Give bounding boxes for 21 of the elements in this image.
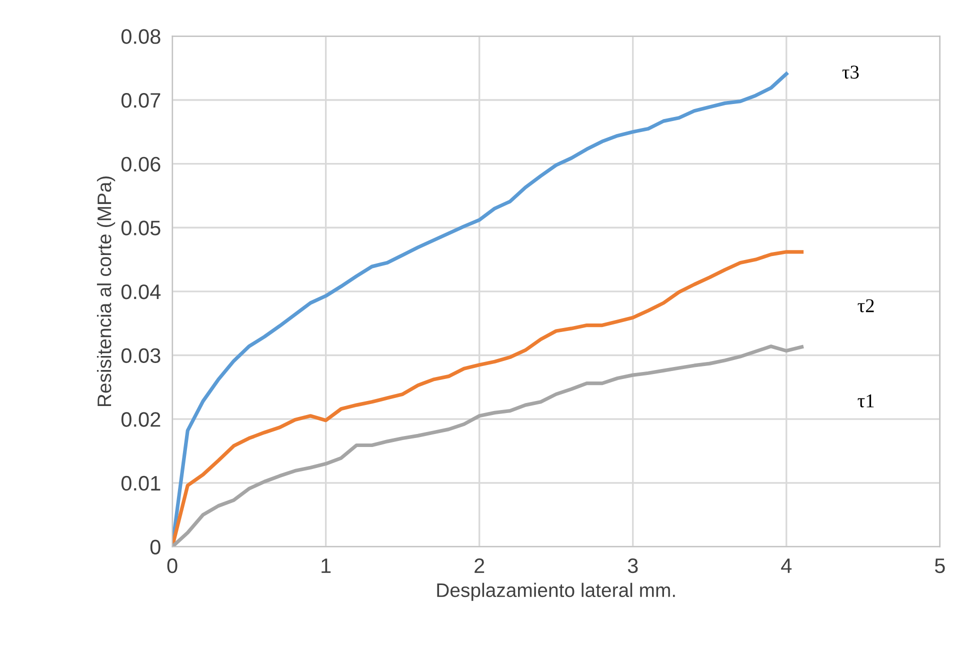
text: τ2 — [858, 299, 874, 312]
y-tick-label: 0.08 — [121, 29, 160, 44]
x-tick-label: 1 — [322, 558, 331, 573]
x-tick-label: 5 — [934, 558, 945, 574]
y-tick-label: 0.01 — [121, 476, 160, 491]
y-tick-label: 0.06 — [121, 156, 160, 172]
y-tick-label: 0.02 — [121, 412, 160, 427]
x-tick-label: 0 — [167, 558, 178, 574]
text: τ3 — [842, 66, 859, 79]
y-axis-title: Resisitencia al corte (MPa) — [96, 176, 116, 406]
x-tick-label: 3 — [628, 558, 638, 574]
y-tick-label: 0.05 — [121, 220, 160, 236]
text: τ1 — [858, 394, 874, 408]
x-tick-label: 2 — [474, 558, 484, 573]
y-tick-label: 0.07 — [121, 93, 160, 108]
x-tick-label: 4 — [781, 558, 792, 573]
x-axis-title: Desplazamiento lateral mm. — [437, 582, 675, 601]
y-tick-label: 0 — [150, 540, 160, 554]
y-tick-label: 0.03 — [121, 348, 160, 364]
line-series — [172, 344, 804, 547]
y-tick-label: 0.04 — [121, 284, 161, 300]
